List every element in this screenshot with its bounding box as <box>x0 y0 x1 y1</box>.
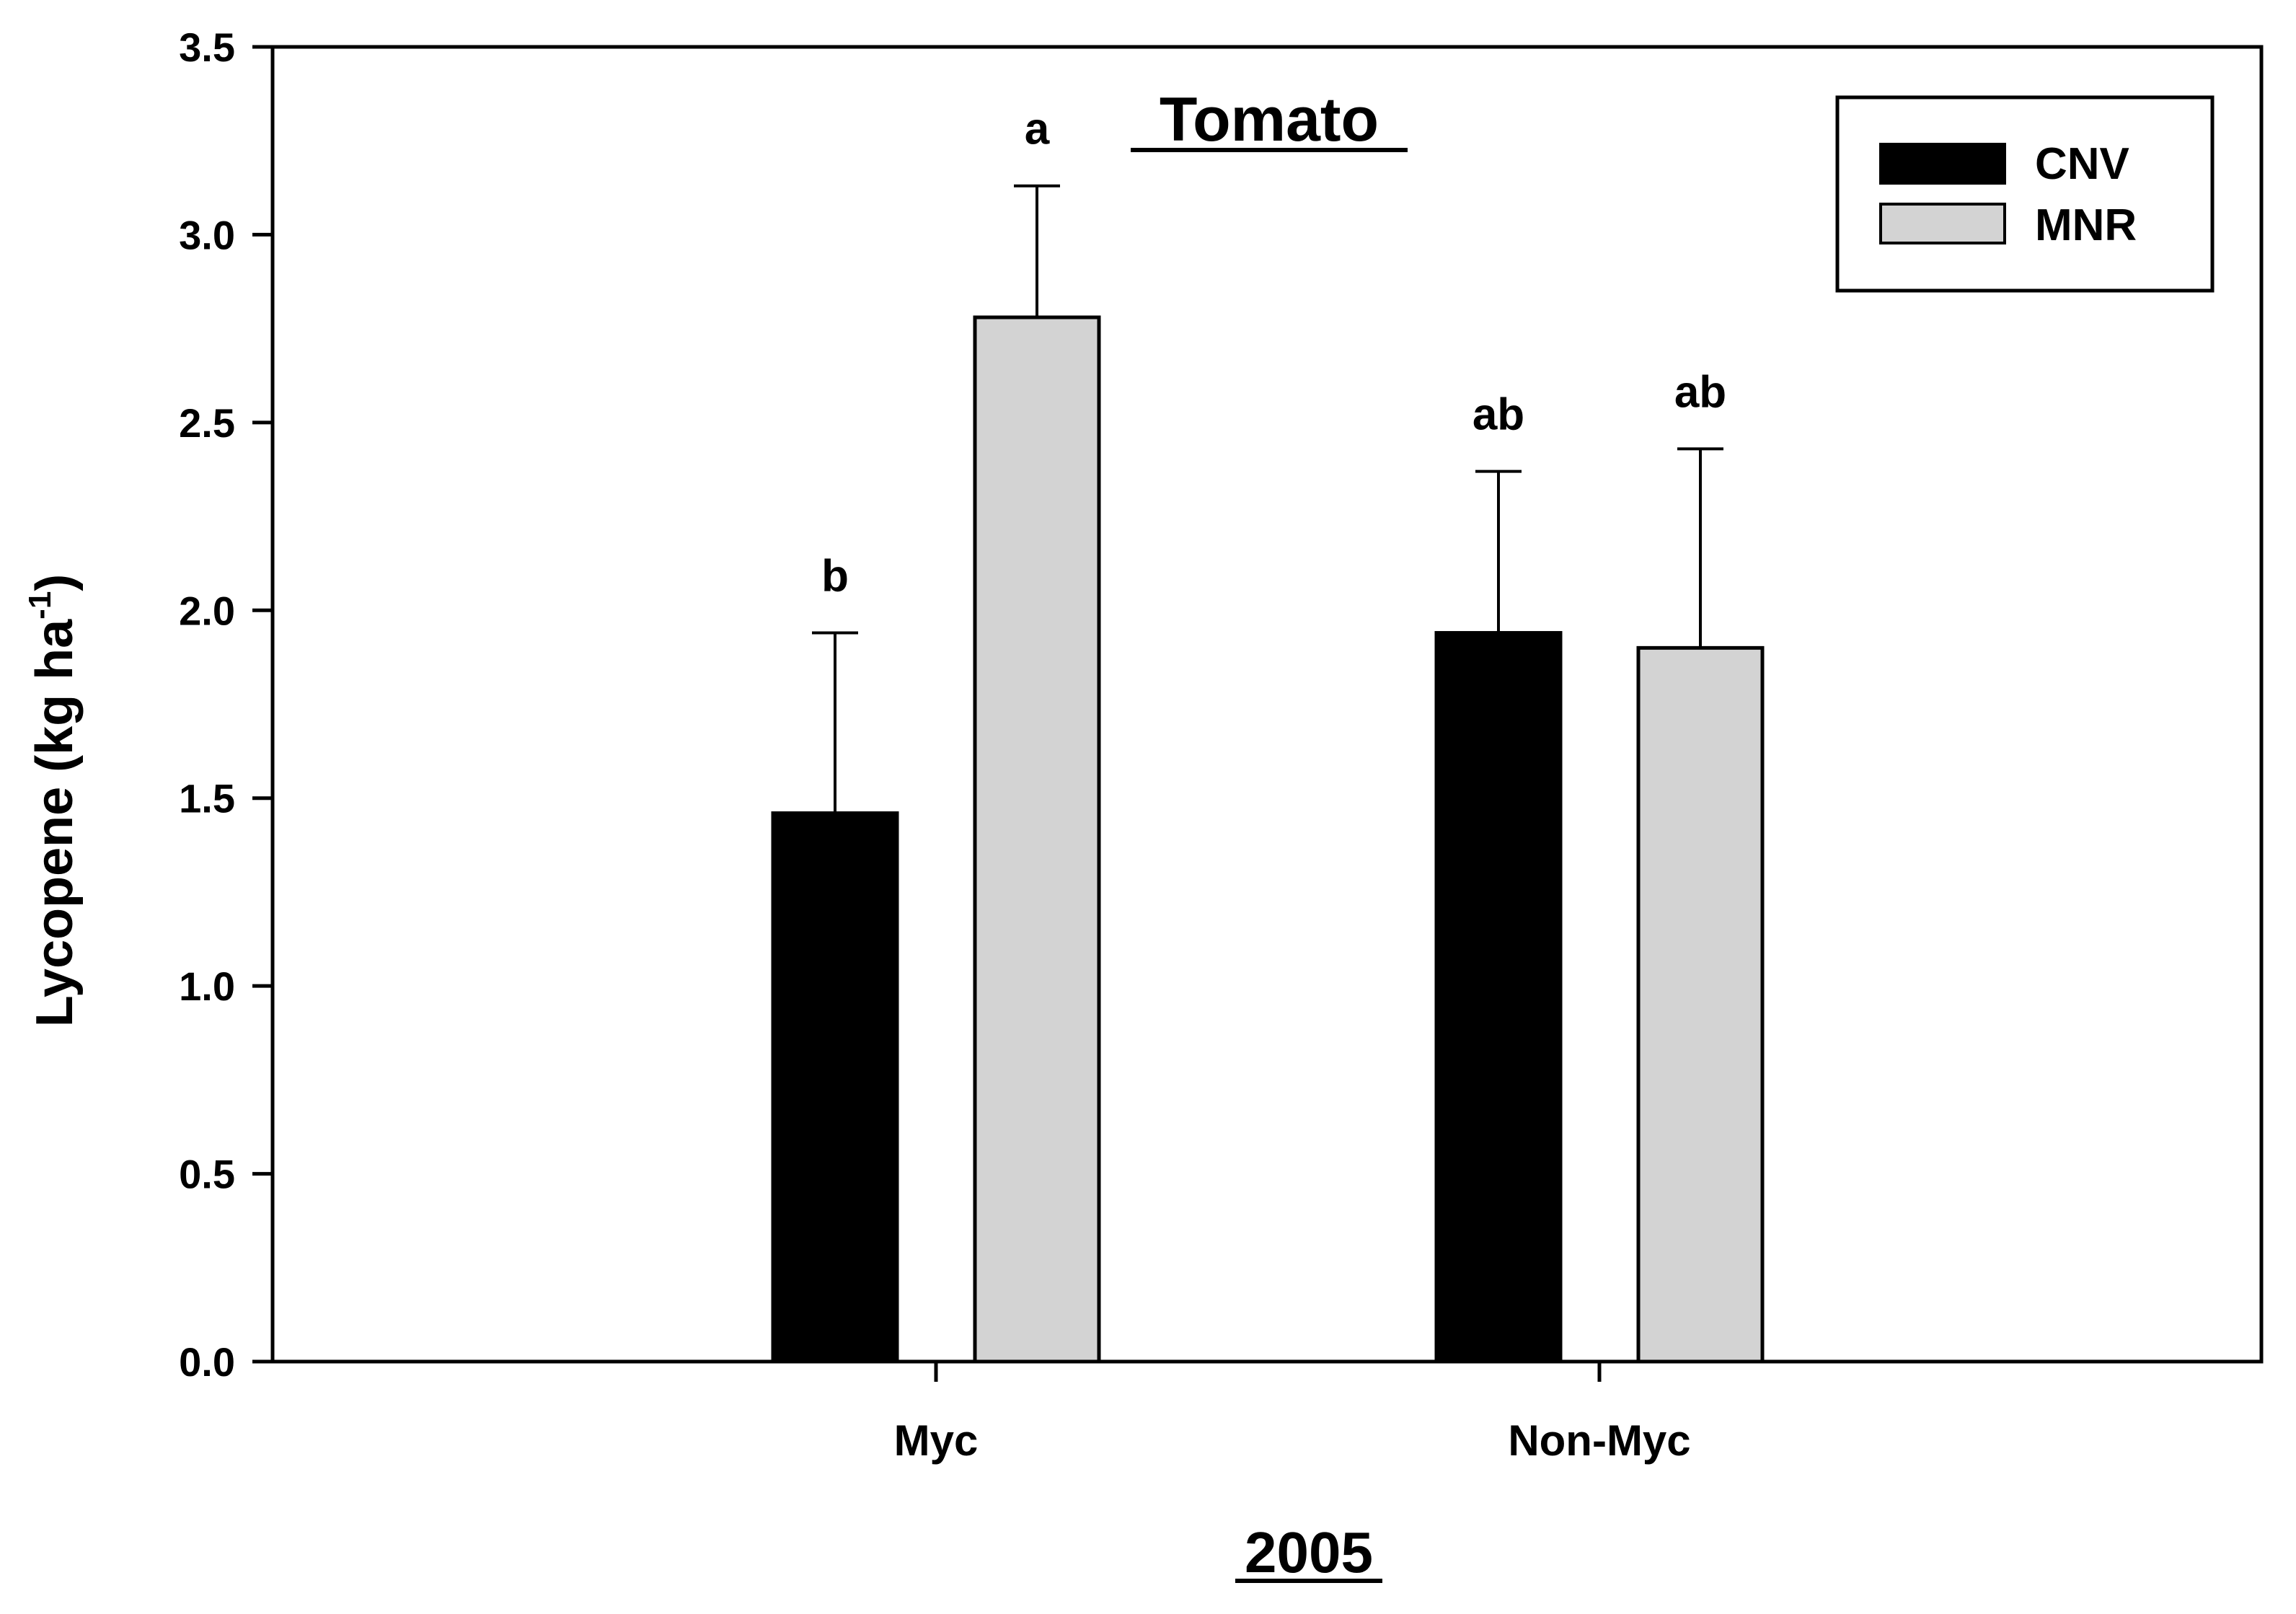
y-tick-label: 2.5 <box>179 400 235 446</box>
significance-label: ab <box>1674 367 1726 417</box>
y-tick-label: 1.5 <box>179 776 235 821</box>
x-tick-label: Non-Myc <box>1508 1416 1690 1465</box>
significance-label: a <box>1025 105 1050 154</box>
y-axis-title-main: Lycopene (kg ha <box>26 619 84 1027</box>
significance-label: ab <box>1472 390 1524 440</box>
chart-title: Tomato <box>1160 85 1379 154</box>
error-bars <box>812 184 1723 813</box>
y-axis-title-superscript: -1 <box>22 591 58 619</box>
y-tick-label: 3.0 <box>179 212 235 257</box>
y-tick-label: 3.5 <box>179 25 235 70</box>
bars <box>771 315 1765 1364</box>
legend-label-mnr: MNR <box>2035 200 2137 250</box>
significance-labels: b ab a ab <box>821 105 1726 601</box>
bar-mnr-myc <box>973 315 1101 1364</box>
y-tick-label: 0.5 <box>179 1152 235 1197</box>
y-axis: 0.0 0.5 1.0 1.5 2.0 2.5 3.0 3.5 <box>179 25 273 1385</box>
bar-cnv-myc <box>771 811 899 1364</box>
bar-cnv-non-myc <box>1434 631 1563 1364</box>
x-axis-title: 2005 <box>1245 1520 1373 1584</box>
y-tick-label: 0.0 <box>179 1339 235 1385</box>
x-tick-label: Myc <box>894 1416 979 1465</box>
y-axis-title: Lycopene (kg ha-1) <box>22 574 84 1028</box>
legend-frame <box>1835 95 2215 293</box>
x-axis: Myc Non-Myc <box>894 1362 1691 1465</box>
y-tick-label: 2.0 <box>179 588 235 633</box>
legend-swatch-mnr <box>1879 203 2006 244</box>
significance-label: b <box>821 552 849 601</box>
legend-swatch-cnv <box>1879 143 2006 185</box>
y-tick-label: 1.0 <box>179 963 235 1009</box>
legend-label-cnv: CNV <box>2035 139 2129 189</box>
bar-mnr-non-myc <box>1636 645 1765 1364</box>
legend: CNV MNR <box>1835 95 2215 293</box>
plot-frame <box>270 45 2264 1364</box>
y-axis-title-close: ) <box>26 574 84 591</box>
